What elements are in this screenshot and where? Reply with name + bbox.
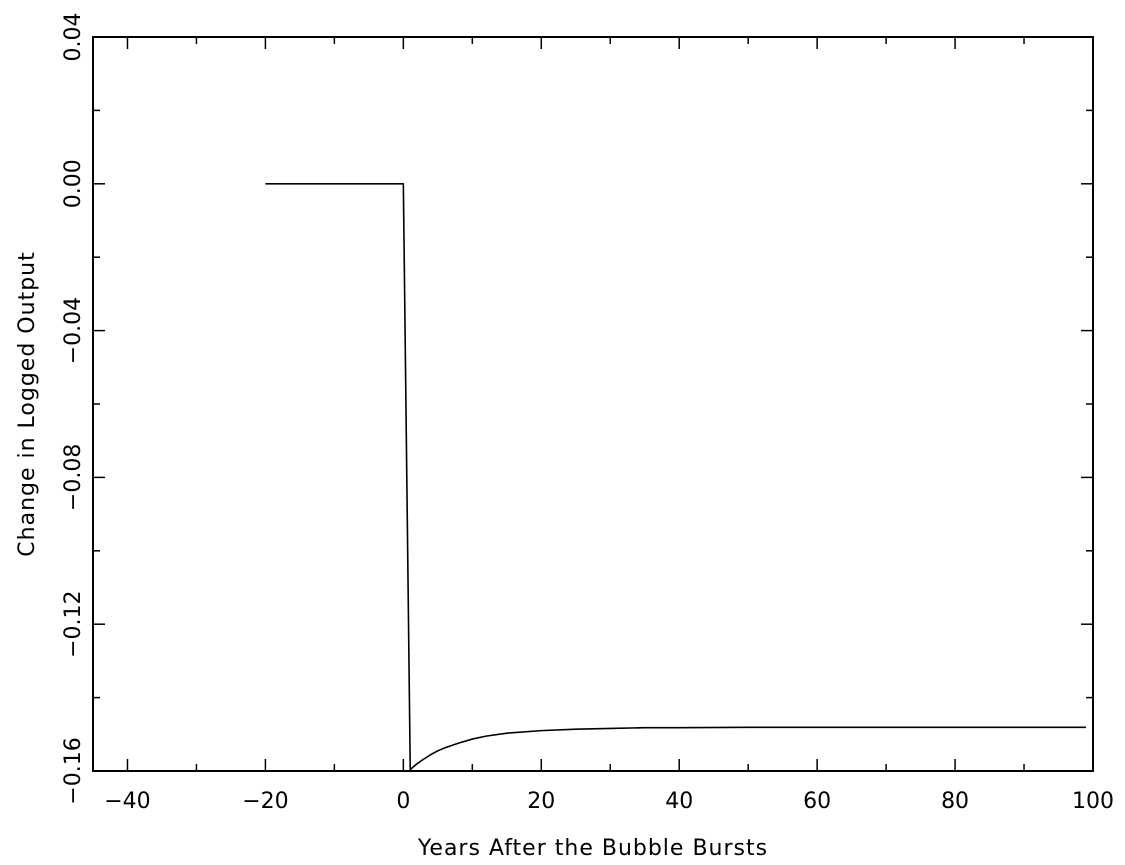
- x-tick-label: 20: [527, 789, 555, 814]
- y-tick-label: −0.04: [61, 297, 86, 364]
- x-tick-label: 60: [803, 789, 831, 814]
- x-tick-label: 0: [396, 789, 410, 814]
- series-layer: [265, 183, 1087, 771]
- x-tick-label: 40: [665, 789, 693, 814]
- y-tick-label: 0.04: [61, 13, 86, 62]
- x-tick-label: −40: [104, 789, 150, 814]
- plot-frame: [92, 36, 1094, 772]
- y-axis-ticks: −0.16 −0.12 −0.08 −0.04 0.00 0.04: [61, 13, 1093, 805]
- y-tick-label: −0.16: [61, 737, 86, 804]
- x-tick-label: −20: [242, 789, 288, 814]
- series-line-0: [265, 183, 1087, 771]
- x-tick-label: 80: [941, 789, 969, 814]
- x-tick-label: 100: [1072, 789, 1114, 814]
- y-axis-title: Change in Logged Output: [15, 251, 40, 556]
- x-axis-ticks: −40 −20 0 20 40 60 80 100: [104, 37, 1114, 814]
- y-tick-label: −0.08: [61, 444, 86, 511]
- y-tick-label: 0.00: [61, 159, 86, 208]
- x-axis-title: Years After the Bubble Bursts: [417, 836, 768, 861]
- y-tick-label: −0.12: [61, 590, 86, 657]
